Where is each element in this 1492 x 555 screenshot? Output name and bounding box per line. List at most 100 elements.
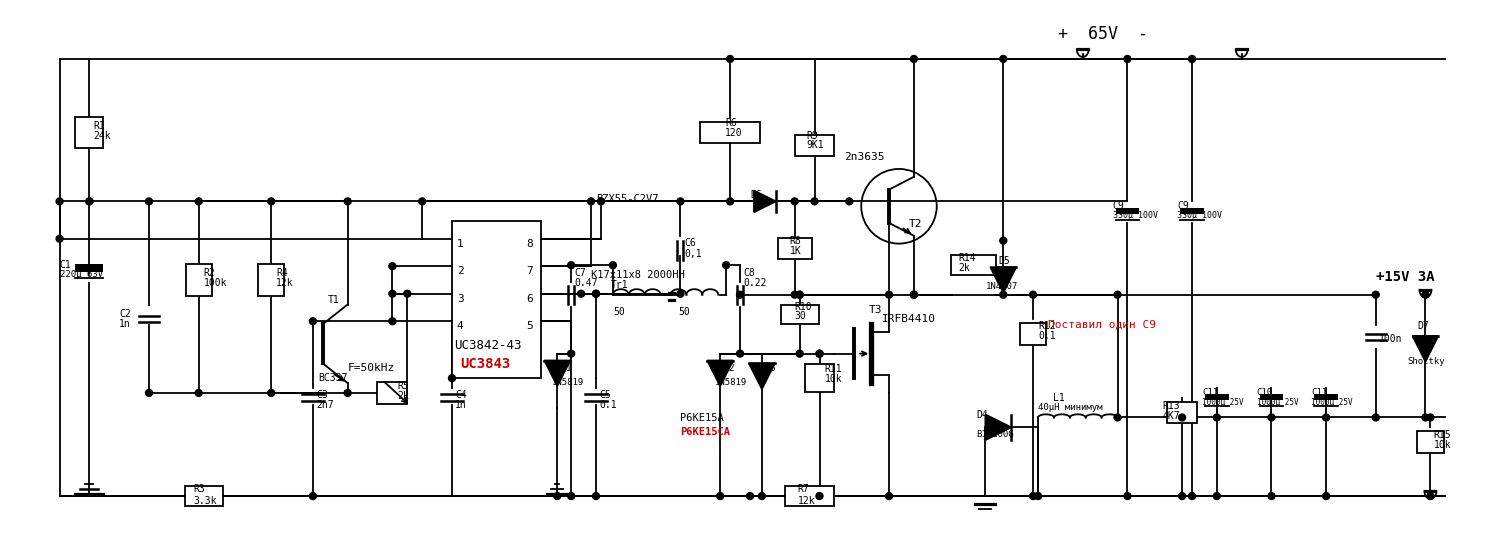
Text: 6: 6 xyxy=(527,294,533,304)
Circle shape xyxy=(1123,493,1131,500)
Circle shape xyxy=(449,375,455,382)
Circle shape xyxy=(1189,493,1195,500)
Text: D2: D2 xyxy=(724,364,736,374)
Text: IRFB4410: IRFB4410 xyxy=(882,314,935,324)
Circle shape xyxy=(1422,414,1429,421)
Circle shape xyxy=(812,198,818,205)
Circle shape xyxy=(797,291,803,298)
Text: K17x11x8 2000HH: K17x11x8 2000HH xyxy=(591,270,685,280)
Polygon shape xyxy=(749,364,774,389)
Circle shape xyxy=(1034,493,1041,500)
Bar xyxy=(780,305,819,324)
Circle shape xyxy=(592,493,600,500)
Circle shape xyxy=(677,290,683,297)
Circle shape xyxy=(1268,493,1276,500)
Text: R12: R12 xyxy=(1038,321,1056,331)
Text: C11: C11 xyxy=(1203,388,1217,397)
Circle shape xyxy=(1000,56,1007,62)
Text: T2: T2 xyxy=(909,219,922,229)
Text: 3.3k: 3.3k xyxy=(194,496,218,506)
Bar xyxy=(785,486,834,506)
Circle shape xyxy=(727,56,734,62)
Text: D1: D1 xyxy=(560,364,571,374)
Text: 1N5819: 1N5819 xyxy=(552,378,585,387)
Text: R11: R11 xyxy=(825,365,841,375)
Circle shape xyxy=(1000,291,1007,298)
Circle shape xyxy=(758,493,765,500)
Circle shape xyxy=(791,291,798,298)
Text: 330µ 100V: 330µ 100V xyxy=(1113,211,1158,220)
Text: D3: D3 xyxy=(765,364,777,374)
Circle shape xyxy=(1179,493,1186,500)
Bar xyxy=(1021,323,1046,345)
Text: 1n: 1n xyxy=(455,400,467,410)
Circle shape xyxy=(1422,291,1429,298)
Circle shape xyxy=(389,318,395,325)
Circle shape xyxy=(577,290,585,297)
Circle shape xyxy=(1029,493,1037,500)
Circle shape xyxy=(57,235,63,242)
Bar xyxy=(452,221,542,378)
Text: C1: C1 xyxy=(60,260,72,270)
Text: C8: C8 xyxy=(743,268,755,278)
Text: R7: R7 xyxy=(798,485,809,495)
Circle shape xyxy=(588,198,594,205)
Text: C2: C2 xyxy=(119,310,131,320)
Circle shape xyxy=(746,493,753,500)
Polygon shape xyxy=(753,190,776,212)
Text: C4: C4 xyxy=(455,390,467,400)
Text: 2n7: 2n7 xyxy=(316,400,334,410)
Circle shape xyxy=(567,350,574,357)
Bar xyxy=(1116,208,1140,214)
Text: 2k: 2k xyxy=(397,391,409,401)
Circle shape xyxy=(1213,414,1220,421)
Text: Shottky: Shottky xyxy=(1407,356,1446,366)
Circle shape xyxy=(716,493,724,500)
Bar xyxy=(1259,395,1283,400)
Text: 0.47: 0.47 xyxy=(574,278,598,288)
Polygon shape xyxy=(991,267,1016,292)
Circle shape xyxy=(87,198,93,205)
Text: 1K: 1K xyxy=(789,245,801,255)
Circle shape xyxy=(146,198,152,205)
Bar xyxy=(950,255,995,275)
Text: 5: 5 xyxy=(527,321,533,331)
Circle shape xyxy=(87,198,93,205)
Text: R10: R10 xyxy=(795,301,812,311)
Circle shape xyxy=(1115,414,1120,421)
Text: 100k: 100k xyxy=(203,278,227,288)
Text: BZX55-C2V7: BZX55-C2V7 xyxy=(595,194,658,204)
Bar xyxy=(76,264,103,272)
Text: 50: 50 xyxy=(613,307,625,317)
Text: 0.1: 0.1 xyxy=(1038,331,1056,341)
Circle shape xyxy=(1123,56,1131,62)
Text: C9: C9 xyxy=(1177,201,1189,211)
Circle shape xyxy=(267,390,275,396)
Circle shape xyxy=(345,198,351,205)
Circle shape xyxy=(1000,237,1007,244)
Circle shape xyxy=(309,318,316,325)
Circle shape xyxy=(592,290,600,297)
Text: UC3842-43: UC3842-43 xyxy=(454,339,522,352)
Circle shape xyxy=(816,350,824,357)
Text: C7: C7 xyxy=(574,268,586,278)
Bar xyxy=(185,486,222,506)
Circle shape xyxy=(910,56,918,62)
Text: R6: R6 xyxy=(725,118,737,128)
Text: C10: C10 xyxy=(1256,388,1273,397)
Circle shape xyxy=(1322,414,1329,421)
Text: R9: R9 xyxy=(807,130,818,140)
Circle shape xyxy=(389,263,395,270)
Text: R14: R14 xyxy=(958,254,976,264)
Bar xyxy=(1206,395,1229,400)
Text: 330µ 100V: 330µ 100V xyxy=(1177,211,1222,220)
Bar xyxy=(1416,431,1444,453)
Circle shape xyxy=(677,198,683,205)
Circle shape xyxy=(1029,291,1037,298)
Circle shape xyxy=(737,291,743,298)
Text: 7: 7 xyxy=(527,266,533,276)
Circle shape xyxy=(554,493,561,500)
Text: C11: C11 xyxy=(1311,388,1328,397)
Text: 4: 4 xyxy=(457,321,464,331)
Circle shape xyxy=(1426,414,1434,421)
